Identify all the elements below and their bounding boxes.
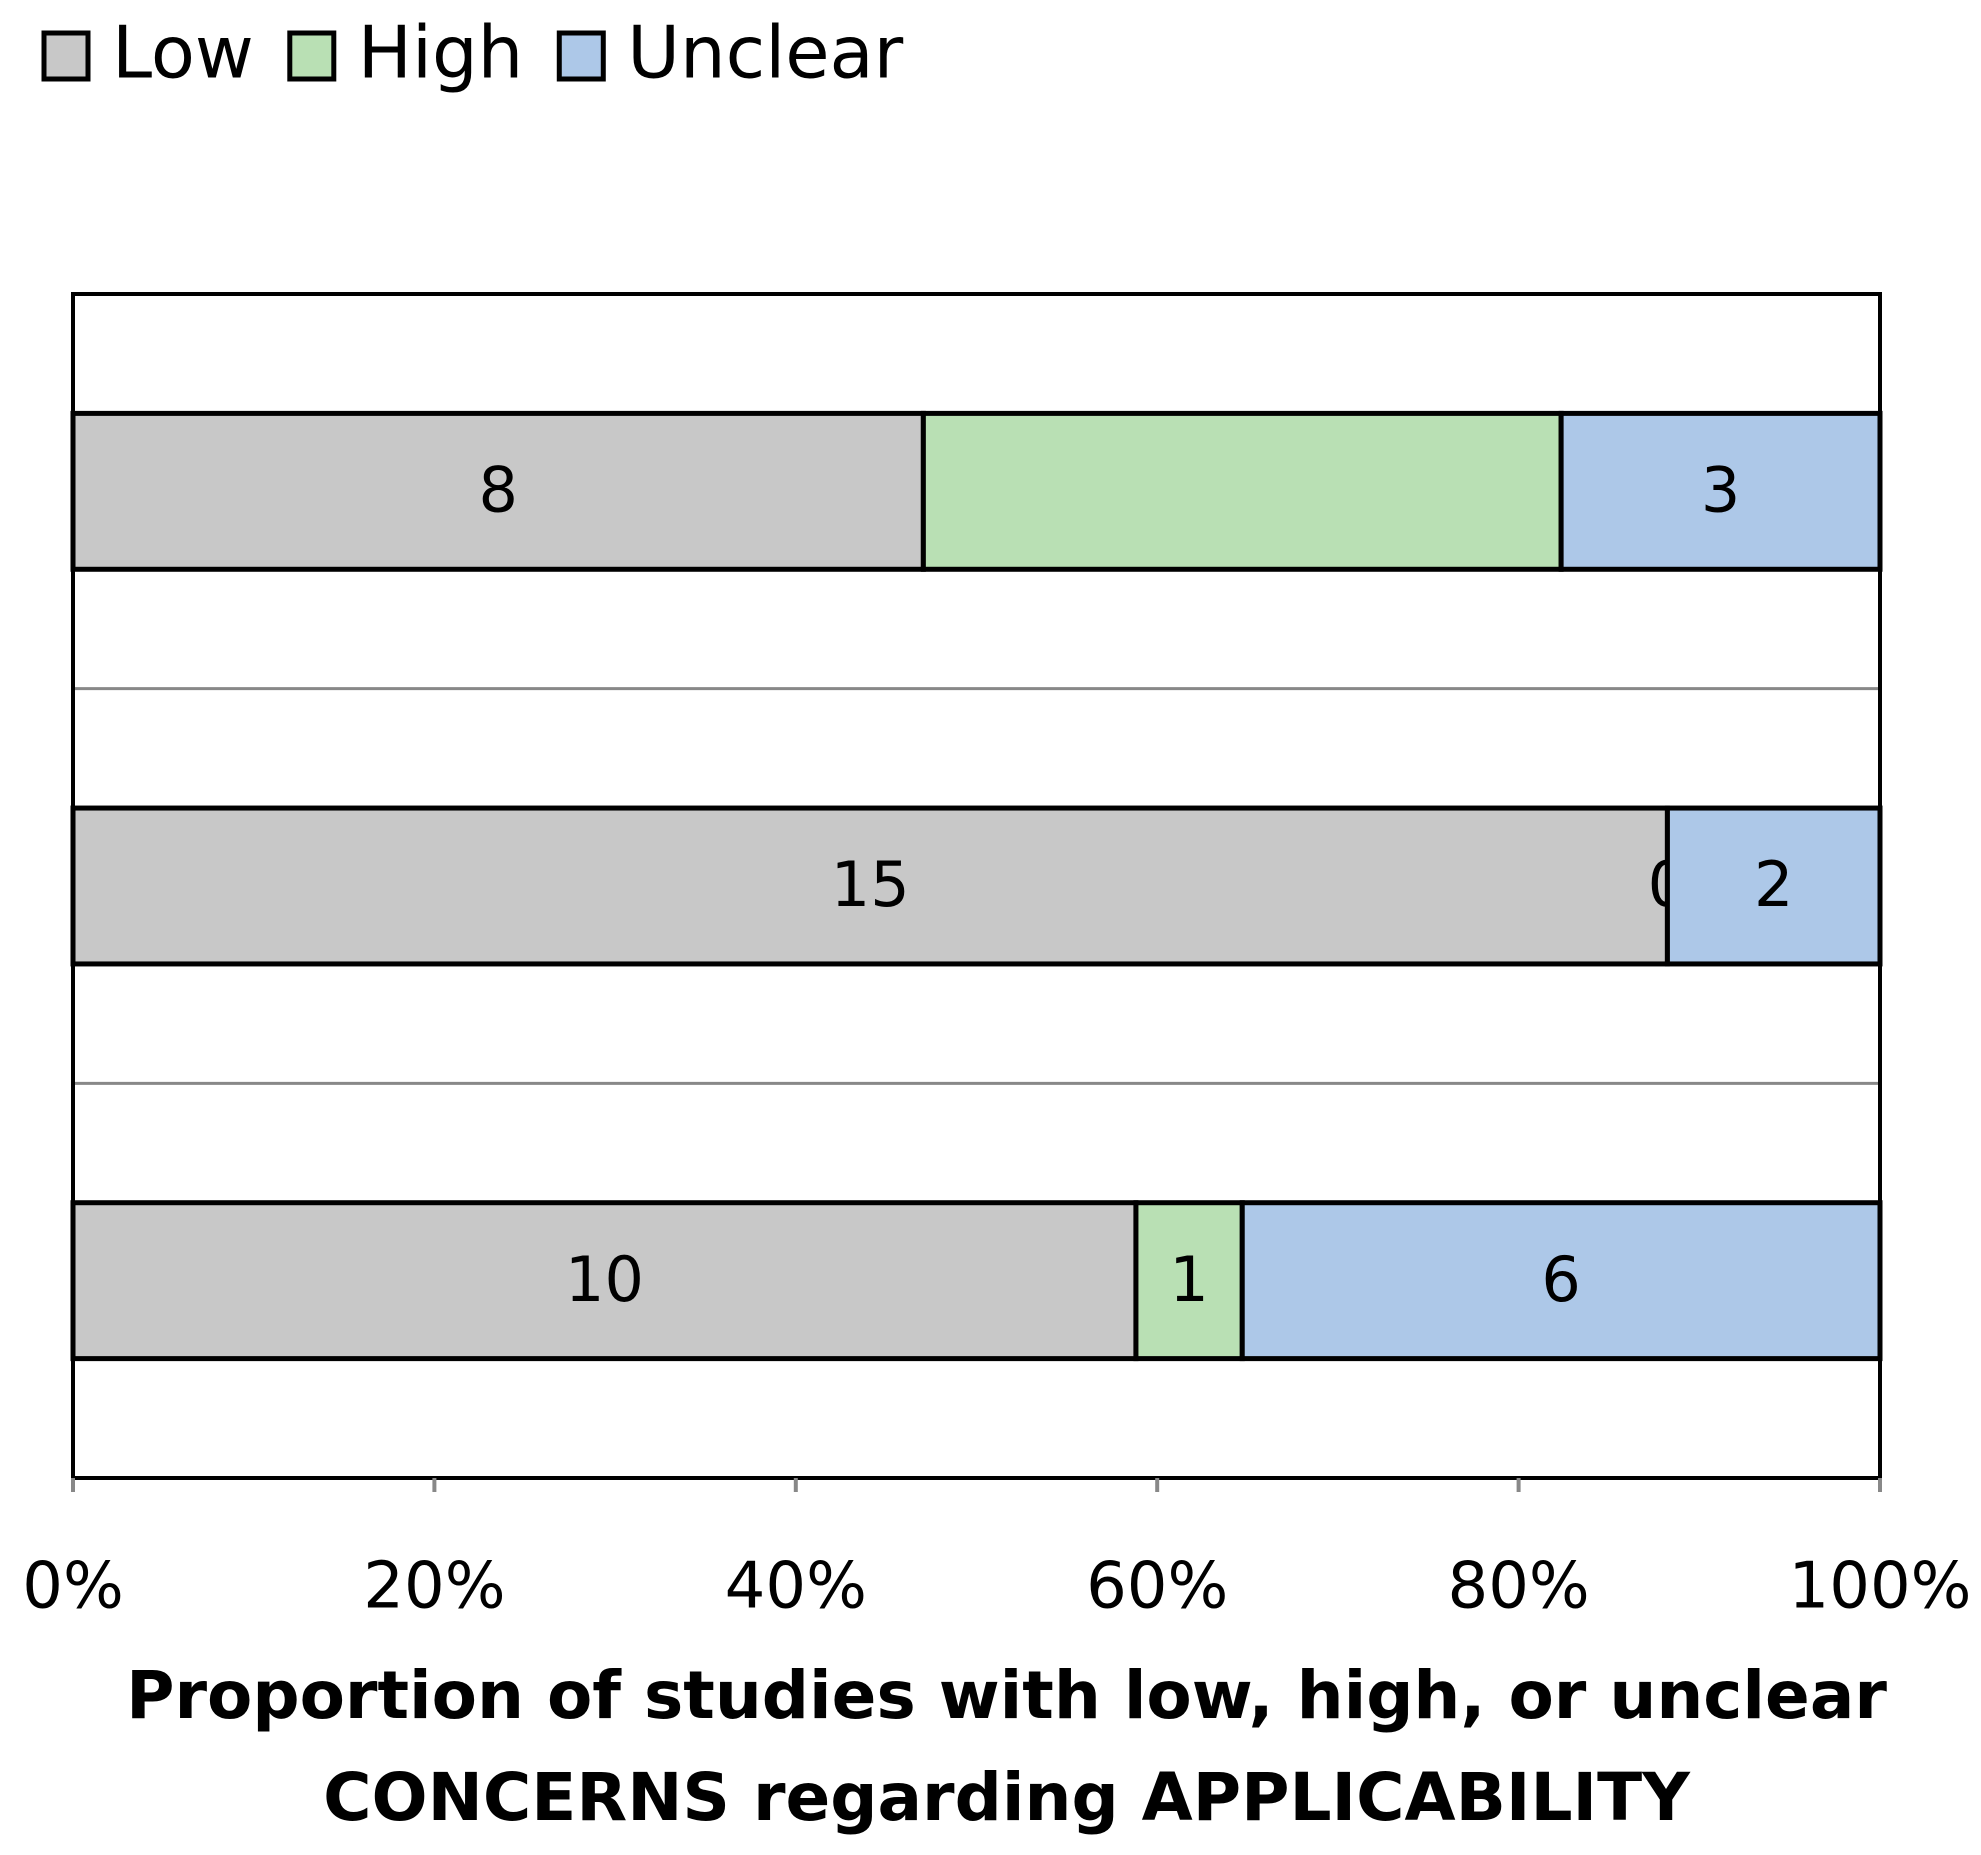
legend-label: High (358, 11, 523, 95)
bar-segment (1664, 805, 1883, 967)
data-label: 1 (1169, 1243, 1208, 1316)
x-axis-label: CONCERNS regarding APPLICABILITY (323, 1759, 1691, 1836)
x-tick-label: 60% (1086, 1550, 1228, 1624)
bar-segment (1558, 410, 1883, 572)
bar-segment (70, 805, 1670, 967)
bar-segment (1133, 1200, 1245, 1362)
data-label: 6 (1541, 1243, 1580, 1316)
x-axis-label: Proportion of studies with low, high, or… (126, 1657, 1887, 1734)
bar-segment (920, 410, 1564, 572)
legend-swatch (556, 30, 606, 82)
legend-label: Unclear (627, 11, 903, 95)
x-tick-label: 100% (1789, 1550, 1972, 1624)
bar-segment (1239, 1200, 1883, 1362)
legend-label: Low (112, 11, 254, 95)
data-label: 2 (1754, 848, 1793, 921)
data-label: 3 (1701, 453, 1740, 526)
bar-segment (70, 410, 926, 572)
data-label: 8 (478, 453, 517, 526)
x-tick-label: 20% (363, 1550, 505, 1624)
bar-segment (70, 1200, 1139, 1362)
x-tick-label: 80% (1447, 1550, 1589, 1624)
data-label: 10 (565, 1243, 644, 1316)
x-tick-label: 40% (725, 1550, 867, 1624)
legend-swatch (287, 30, 337, 82)
data-label: 15 (831, 848, 910, 921)
legend-swatch (41, 30, 91, 82)
x-tick-label: 0% (22, 1550, 124, 1624)
